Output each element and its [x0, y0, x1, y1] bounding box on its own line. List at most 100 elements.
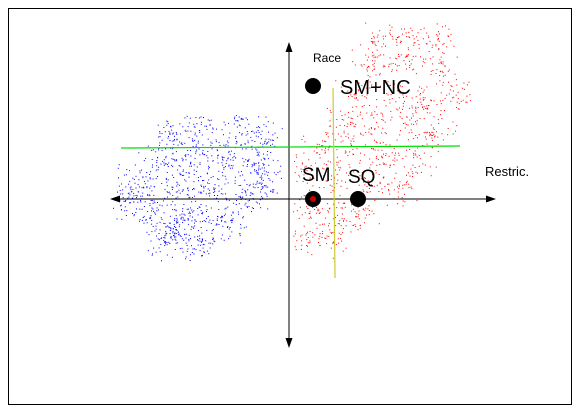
red-cluster-dot	[354, 211, 356, 213]
red-cluster-dot	[338, 242, 340, 244]
red-cluster-dot	[352, 225, 354, 226]
blue-cluster-dot	[116, 218, 118, 220]
blue-cluster-dot	[142, 176, 144, 178]
blue-cluster-dot	[187, 248, 189, 250]
red-cluster-dot	[453, 96, 455, 98]
blue-cluster-dot	[120, 193, 122, 195]
blue-cluster-dot	[234, 116, 236, 118]
blue-cluster-dot	[132, 188, 134, 190]
blue-cluster-dot	[200, 192, 202, 194]
blue-cluster-dot	[164, 223, 166, 225]
red-cluster-dot	[371, 38, 373, 39]
blue-cluster-dot	[231, 219, 233, 221]
blue-cluster-dot	[256, 151, 258, 153]
blue-cluster-dot	[211, 155, 213, 157]
blue-cluster-dot	[141, 208, 143, 210]
blue-cluster-dot	[270, 152, 272, 153]
blue-cluster-dot	[153, 194, 155, 196]
blue-cluster-dot	[116, 191, 118, 193]
blue-cluster-dot	[188, 197, 190, 199]
blue-cluster-dot	[241, 118, 243, 119]
red-cluster-dot	[426, 107, 428, 109]
blue-cluster-dot	[221, 220, 222, 222]
red-cluster-dot	[340, 135, 342, 137]
blue-cluster-dot	[228, 151, 230, 153]
blue-cluster-dot	[155, 213, 157, 215]
red-cluster-dot	[389, 24, 391, 26]
blue-cluster-dot	[160, 238, 162, 239]
red-cluster-dot	[369, 105, 371, 106]
blue-cluster-dot	[224, 175, 226, 177]
red-cluster-dot	[306, 182, 308, 184]
red-cluster-dot	[429, 40, 431, 42]
blue-cluster-dot	[266, 193, 267, 195]
blue-cluster-dot	[193, 174, 195, 175]
red-cluster-dot	[381, 132, 383, 134]
red-cluster-dot	[413, 38, 415, 40]
red-cluster-dot	[355, 226, 357, 227]
red-cluster-dot	[409, 175, 411, 177]
red-cluster-dot	[334, 217, 336, 218]
red-cluster-dot	[412, 115, 414, 117]
blue-cluster-dot	[150, 217, 152, 219]
blue-cluster-dot	[201, 254, 203, 256]
red-cluster-dot	[384, 121, 386, 123]
blue-cluster-dot	[256, 171, 258, 173]
blue-cluster-dot	[234, 180, 236, 182]
blue-cluster-dot	[187, 190, 189, 192]
red-cluster-dot	[307, 231, 308, 233]
red-cluster-dot	[407, 49, 409, 51]
red-cluster-dot	[399, 92, 401, 94]
blue-cluster-dot	[245, 226, 247, 228]
red-cluster-dot	[455, 130, 457, 132]
red-cluster-dot	[310, 217, 312, 219]
blue-cluster-dot	[221, 219, 223, 221]
blue-cluster-dot	[185, 256, 187, 258]
blue-cluster-dot	[207, 138, 209, 140]
red-cluster-dot	[423, 152, 425, 154]
red-cluster-dot	[350, 123, 352, 125]
blue-cluster-dot	[175, 239, 177, 241]
red-cluster-dot	[404, 193, 405, 195]
red-cluster-dot	[308, 213, 310, 214]
blue-cluster-dot	[229, 235, 231, 237]
red-cluster-dot	[371, 210, 373, 212]
blue-cluster-dot	[174, 249, 176, 250]
blue-cluster-dot	[174, 135, 175, 137]
blue-cluster-dot	[279, 170, 281, 172]
red-cluster-dot	[398, 152, 400, 154]
blue-cluster-dot	[170, 227, 172, 229]
red-cluster-dot	[328, 235, 330, 237]
red-cluster-dot	[429, 135, 431, 137]
blue-cluster-dot	[248, 123, 250, 125]
red-cluster-dot	[342, 207, 343, 209]
blue-cluster-dot	[241, 192, 243, 194]
red-cluster-dot	[368, 128, 370, 130]
red-cluster-dot	[385, 105, 387, 107]
red-cluster-dot	[401, 197, 403, 199]
blue-cluster-dot	[140, 200, 141, 202]
blue-cluster-dot	[165, 226, 167, 228]
red-cluster-dot	[385, 153, 387, 155]
blue-cluster-dot	[192, 248, 194, 250]
blue-cluster-dot	[159, 229, 161, 231]
blue-cluster-dot	[200, 227, 202, 228]
blue-cluster-dot	[201, 134, 203, 136]
blue-cluster-dot	[212, 160, 214, 162]
red-cluster-dot	[463, 82, 465, 84]
red-cluster-dot	[368, 205, 370, 207]
red-cluster-dot	[348, 174, 350, 176]
red-cluster-dot	[358, 82, 360, 84]
blue-cluster-dot	[113, 207, 114, 209]
blue-cluster-dot	[139, 220, 140, 222]
blue-cluster-dot	[179, 165, 181, 167]
red-cluster-dot	[418, 47, 420, 49]
blue-cluster-dot	[194, 134, 196, 136]
blue-cluster-dot	[157, 124, 159, 126]
red-cluster-dot	[372, 70, 373, 72]
blue-cluster-dot	[165, 234, 167, 236]
red-cluster-dot	[302, 163, 304, 165]
blue-cluster-dot	[192, 211, 194, 213]
blue-cluster-dot	[233, 123, 235, 125]
red-cluster-dot	[432, 44, 434, 46]
